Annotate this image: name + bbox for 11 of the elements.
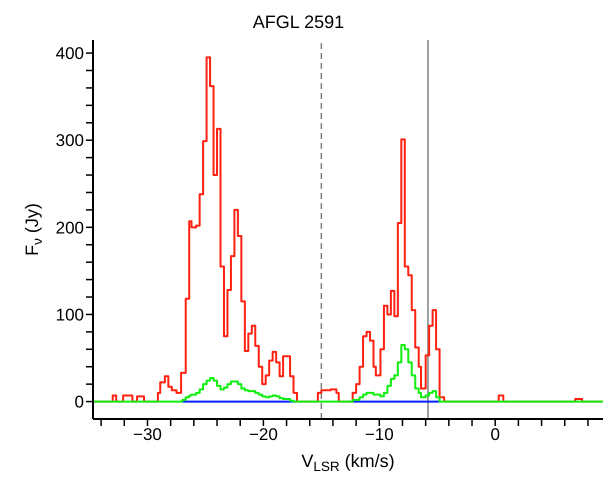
chart-title: AFGL 2591: [252, 12, 344, 32]
x-axis-title: V$_{LSR}$ (km/s): [301, 451, 395, 474]
y-tick-label: 100: [56, 305, 84, 324]
y-tick-label: 300: [56, 131, 84, 150]
x-tick-label: −10: [364, 425, 394, 444]
y-tick-label: 400: [56, 44, 84, 64]
y-tick-label: 0: [74, 392, 84, 412]
x-tick-label: 0: [490, 425, 500, 444]
x-tick-label: −20: [248, 425, 278, 444]
x-tick-label: −30: [133, 425, 162, 444]
y-tick-label: 200: [56, 218, 84, 238]
